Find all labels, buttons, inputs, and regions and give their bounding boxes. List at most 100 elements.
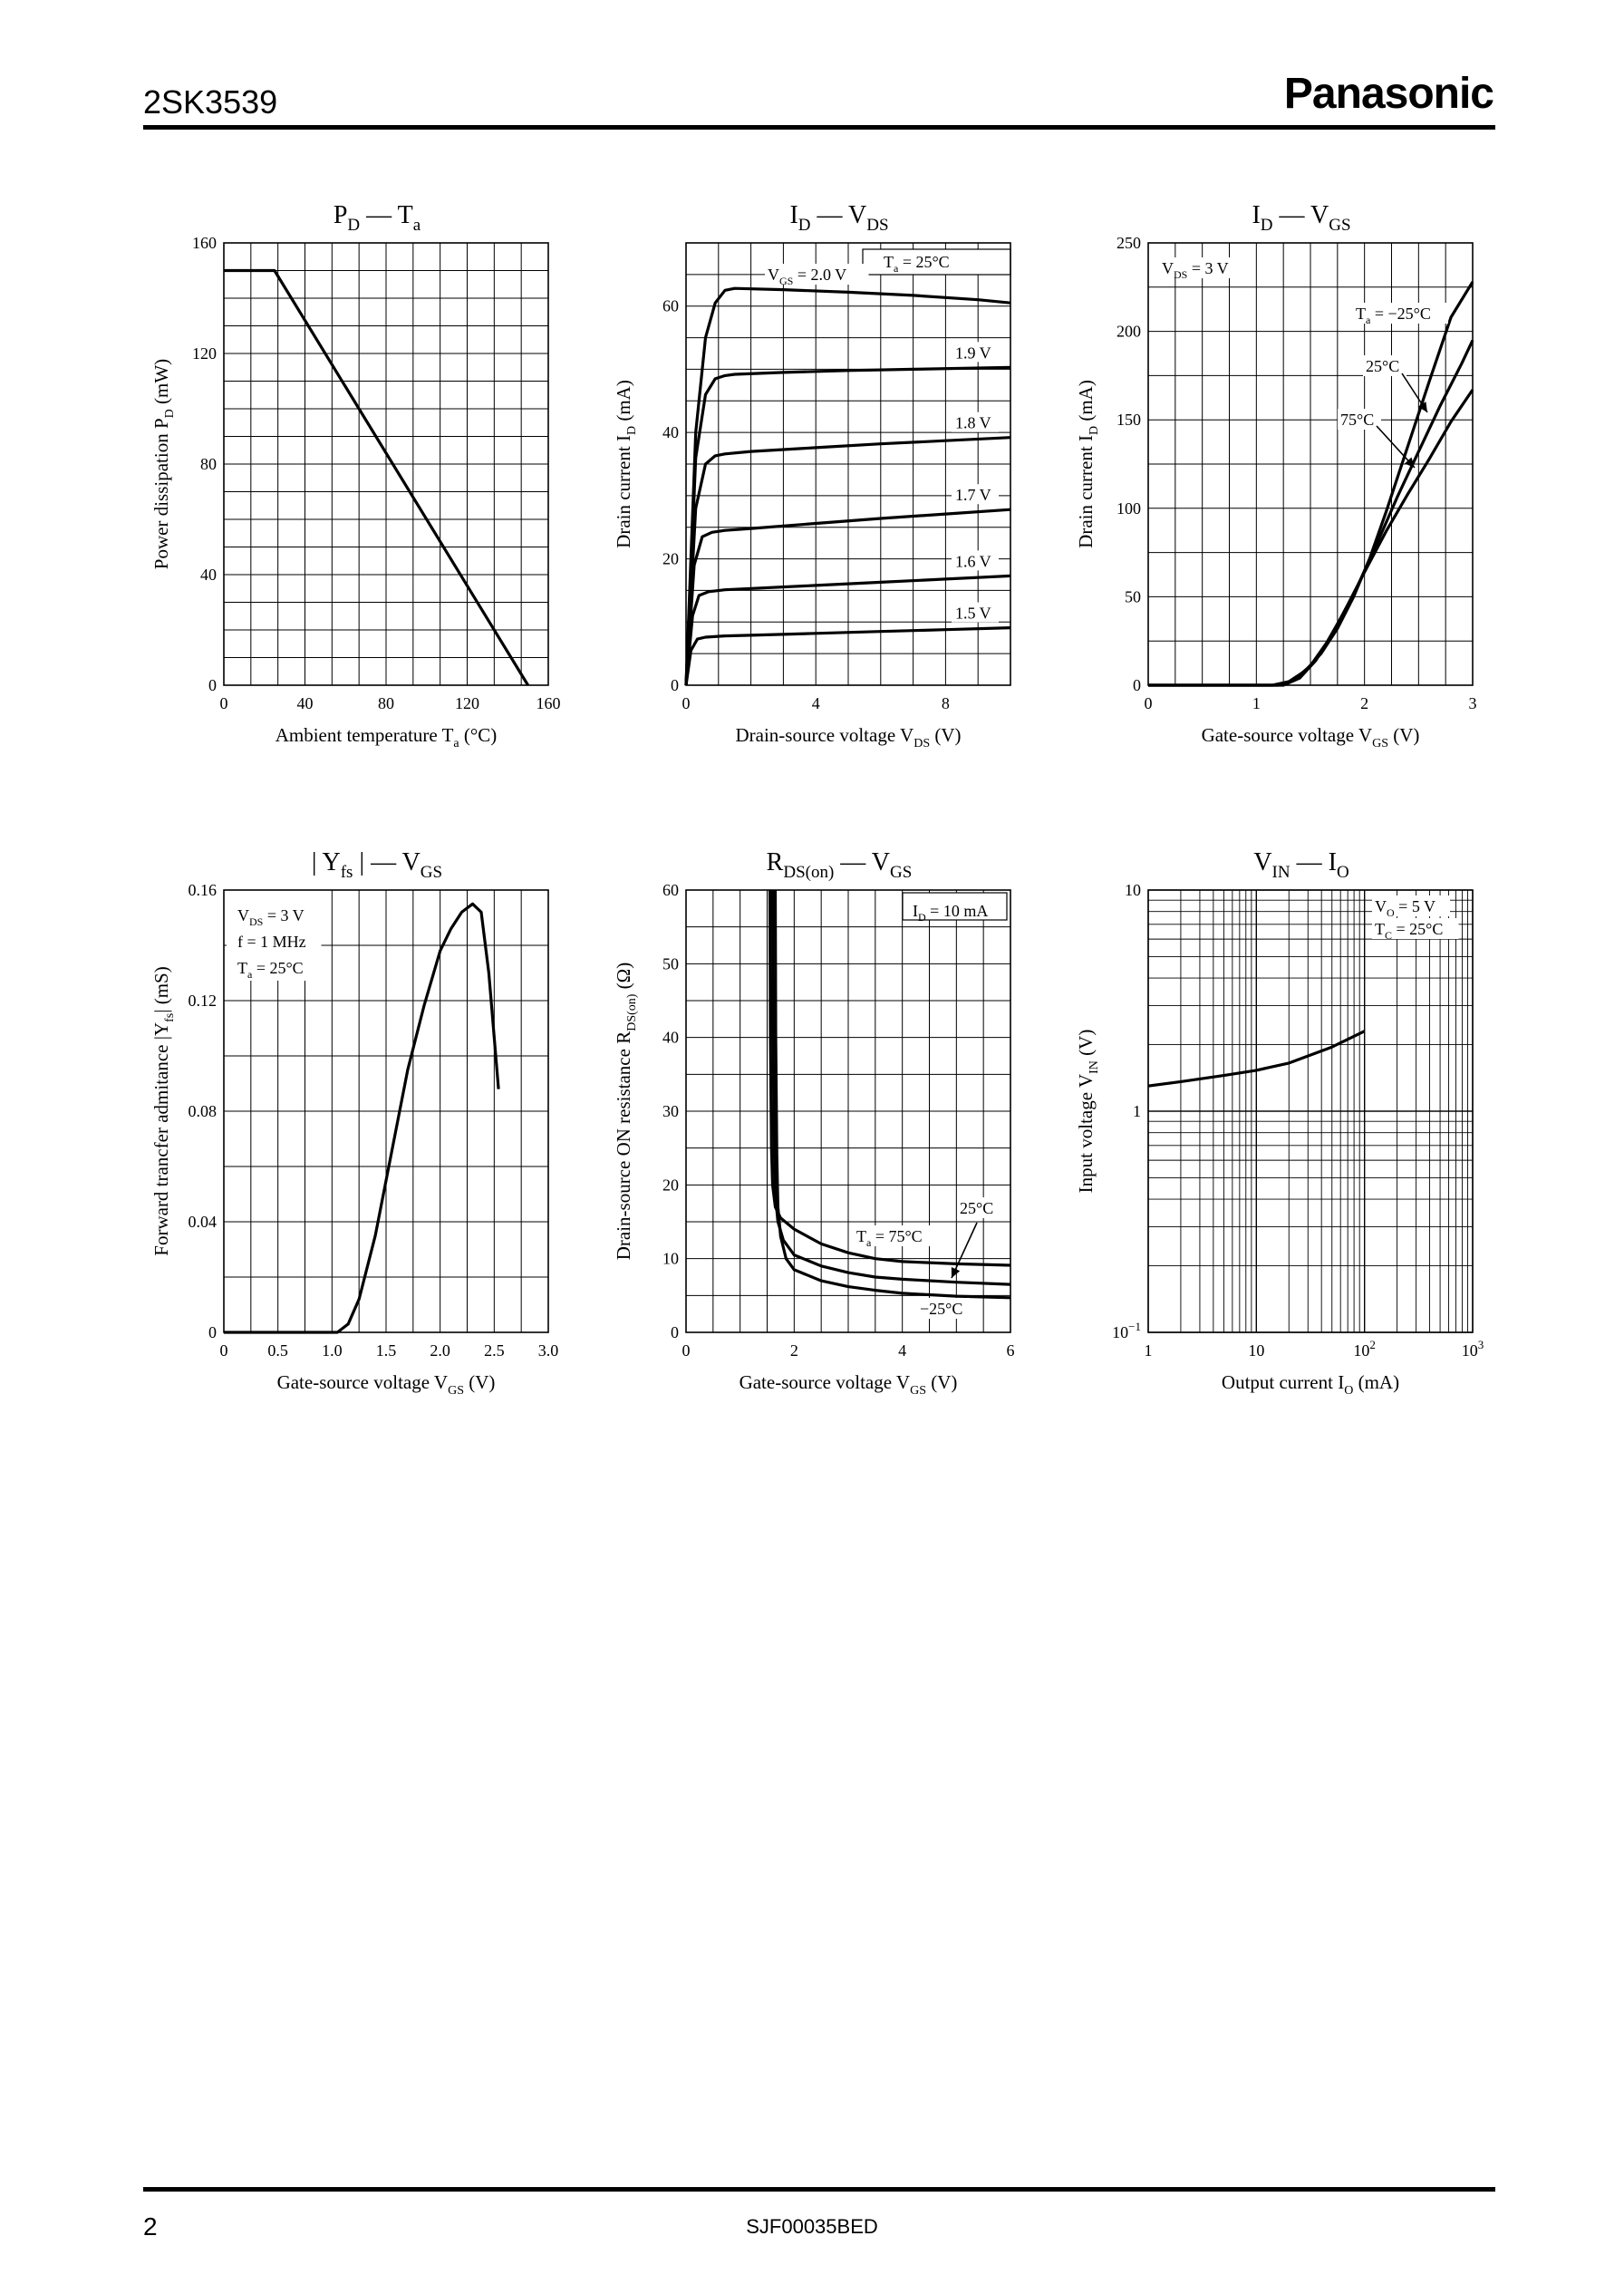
series-line-0 [768, 889, 1011, 1267]
chart-pd-ta: 0 40 80 120 160 0 40 80 120 160 PD — Ta Ambient tem… [150, 201, 561, 750]
y-tick-label: 0.12 [188, 992, 218, 1010]
x-tick-label: 1 [1252, 694, 1261, 712]
x-tick-label: 2 [790, 1341, 798, 1360]
y-tick-label: 60 [662, 881, 679, 899]
x-tick-label: 0 [682, 694, 691, 712]
y-axis-label: Input voltage VIN (V) [1075, 1030, 1101, 1194]
plot-frame [685, 889, 1011, 1333]
x-tick-label: 80 [378, 694, 394, 712]
y-tick-label: 0.08 [188, 1102, 218, 1120]
y-tick-label: 0 [671, 1323, 679, 1341]
page-number: 2 [143, 2212, 158, 2241]
chart-title: | Yfs | — VGS [312, 848, 442, 882]
y-tick-label: 50 [662, 954, 679, 973]
series-label: 1.7 V [955, 486, 991, 504]
x-tick-label: 10 [1248, 1341, 1264, 1360]
x-tick-label: 3 [1469, 694, 1477, 712]
annotation: Ta = 75°C [856, 1227, 923, 1249]
series-line-5 [684, 626, 1011, 686]
series-label: 1.5 V [955, 605, 991, 623]
footer-rule [143, 2187, 1495, 2192]
y-tick-label: 80 [200, 455, 217, 473]
x-tick-label: 2.5 [484, 1341, 505, 1360]
series-line [224, 268, 529, 686]
series-label: 1.8 V [955, 414, 991, 432]
series-line [224, 902, 500, 1334]
x-tick-label: 0.5 [267, 1341, 288, 1360]
plot-frame [223, 242, 549, 686]
y-axis-label: Drain current ID (mA) [613, 380, 639, 548]
annotation-arrow [951, 1222, 978, 1279]
annotation: ID = 10 mA [913, 902, 988, 924]
y-tick-label: 0.04 [188, 1213, 218, 1231]
annotation: VGS = 2.0 V [768, 266, 846, 287]
plot-frame [685, 242, 1011, 686]
series-label: 1.9 V [955, 344, 991, 362]
y-tick-label: 40 [662, 423, 679, 441]
series-line-1 [770, 889, 1011, 1286]
annotation: Ta = 25°C [884, 253, 950, 275]
annotation: TC = 25°C [1375, 920, 1443, 942]
annotation: Ta = −25°C [1356, 305, 1431, 326]
series-line-2 [1148, 389, 1474, 687]
y-tick-label: 0 [671, 676, 679, 694]
x-tick-label: 4 [898, 1341, 906, 1360]
y-tick-label: 10 [662, 1250, 679, 1268]
x-tick-label: 103 [1462, 1338, 1484, 1360]
series-label: 1.6 V [955, 552, 991, 570]
x-tick-label: 102 [1353, 1338, 1376, 1360]
x-tick-label: 120 [455, 694, 479, 712]
y-tick-label: 30 [662, 1102, 679, 1120]
plot-frame [1147, 889, 1474, 1333]
x-tick-label: 0 [220, 694, 228, 712]
annotation: 25°C [960, 1199, 993, 1217]
x-tick-label: 3.0 [538, 1341, 559, 1360]
arrow-head [951, 1267, 961, 1278]
chart-id-vds: 0 4 8 0 20 40 60 ID — VDS Drain-source voltage V… [613, 201, 1011, 750]
x-tick-label: 160 [536, 694, 561, 712]
y-tick-label: 0 [1133, 676, 1141, 694]
series-line-2 [684, 436, 1011, 686]
chart-title: RDS(on) — VGS [767, 848, 913, 882]
x-axis-label: Gate-source voltage VGS (V) [277, 1371, 496, 1398]
y-tick-label: 10−1 [1112, 1320, 1141, 1341]
series-line-4 [684, 574, 1011, 686]
x-tick-label: 8 [942, 694, 950, 712]
y-tick-label: 40 [662, 1029, 679, 1047]
y-tick-label: 60 [662, 297, 679, 315]
y-tick-label: 0 [208, 676, 217, 694]
annotation: VDS = 3 V [1162, 259, 1229, 281]
x-tick-label: 1 [1145, 1341, 1153, 1360]
chart-title: PD — Ta [334, 201, 421, 235]
x-tick-label: 0 [220, 1341, 228, 1360]
series-line-3 [684, 508, 1011, 686]
annotation: −25°C [920, 1300, 962, 1318]
plot-frame [223, 889, 549, 1333]
annotation: VO = 5 V [1375, 897, 1436, 919]
annotation: f = 1 MHz [237, 933, 306, 951]
x-tick-label: 40 [297, 694, 314, 712]
brand-logo: Panasonic [1283, 70, 1494, 118]
annotation: 75°C [1340, 411, 1374, 429]
x-tick-label: 1.5 [376, 1341, 397, 1360]
y-tick-label: 0.16 [188, 881, 218, 899]
x-tick-label: 0 [682, 1341, 691, 1360]
y-axis-label: Drain current ID (mA) [1075, 380, 1101, 548]
chart-title: ID — VDS [789, 201, 888, 235]
y-tick-label: 0 [208, 1323, 217, 1341]
x-tick-label: 0 [1145, 694, 1153, 712]
y-tick-label: 50 [1125, 587, 1141, 605]
chart-title: ID — VGS [1252, 201, 1350, 235]
plot-frame [1147, 242, 1474, 686]
y-tick-label: 200 [1116, 323, 1141, 341]
x-axis-label: Ambient temperature Ta (°C) [276, 724, 498, 750]
y-tick-label: 120 [192, 344, 217, 363]
chart-title: VIN — IO [1253, 848, 1348, 882]
arrow-head [1404, 457, 1415, 468]
x-tick-label: 1.0 [322, 1341, 343, 1360]
y-tick-label: 20 [662, 1176, 679, 1194]
x-tick-label: 4 [812, 694, 820, 712]
annotation: 25°C [1366, 357, 1399, 375]
x-axis-label: Output current IO (mA) [1222, 1371, 1399, 1398]
